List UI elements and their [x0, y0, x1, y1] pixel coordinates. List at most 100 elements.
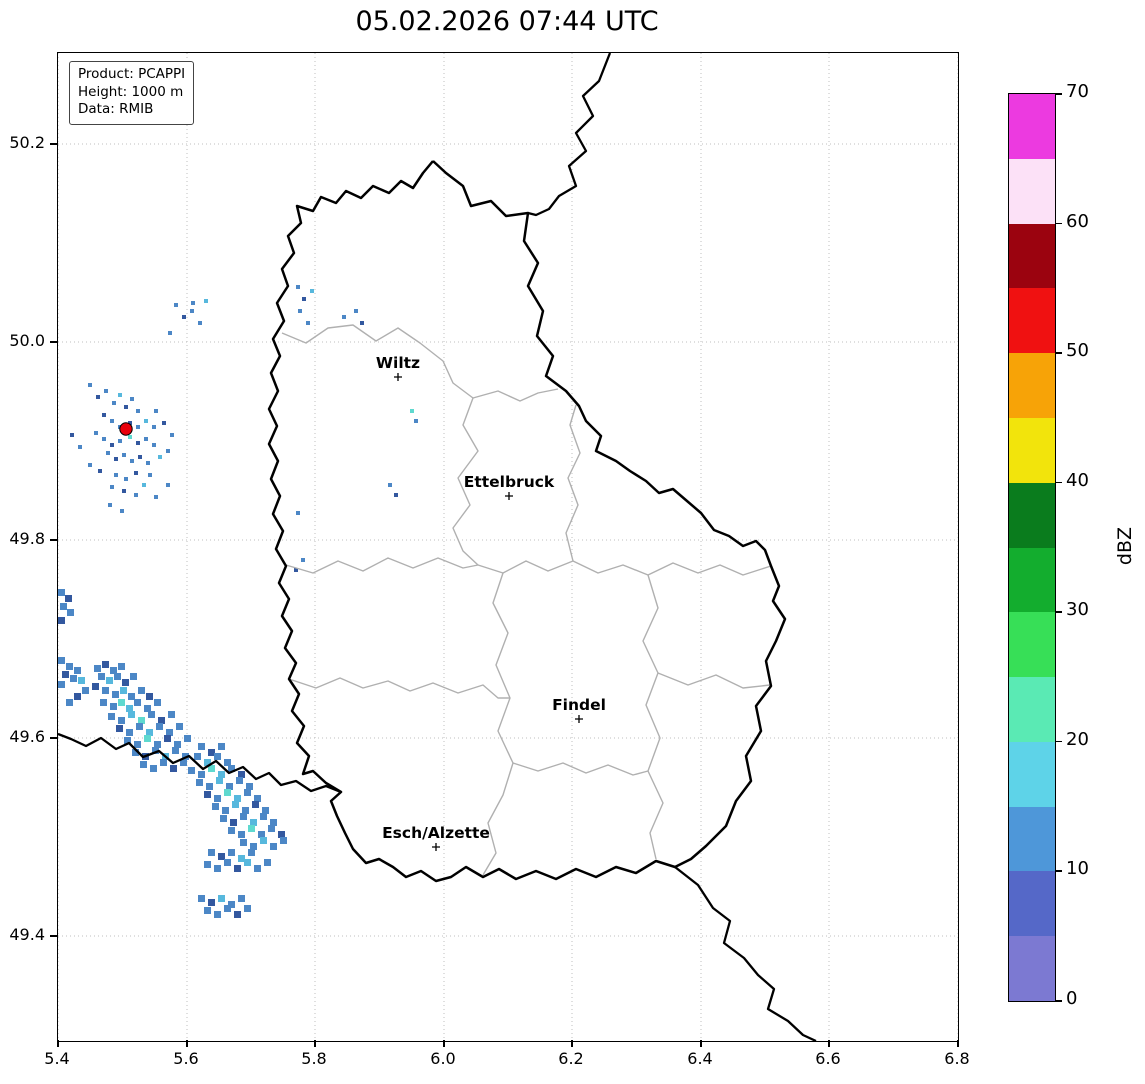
echo-cell: [124, 405, 128, 409]
echo-cell: [360, 321, 364, 325]
echo-cell: [106, 677, 113, 684]
echo-cell: [220, 815, 227, 822]
echo-cell: [222, 807, 229, 814]
echo-cell: [128, 435, 132, 439]
echo-cell: [120, 687, 127, 694]
neighbor-border-path: [58, 732, 342, 794]
colorbar-segment: [1009, 612, 1055, 678]
echo-cell: [244, 789, 251, 796]
echo-cell: [240, 813, 247, 820]
echo-cell: [88, 463, 92, 467]
echo-cell: [170, 433, 174, 437]
map-plot: Wiltz Ettelbruck Findel Esch/Alzette Produc…: [57, 52, 959, 1042]
echo-cell: [228, 901, 235, 908]
echo-cell: [262, 807, 269, 814]
echo-cell: [250, 819, 257, 826]
echo-cell: [98, 673, 105, 680]
echo-cell: [254, 865, 261, 872]
echo-cell: [226, 783, 233, 790]
echo-cell: [234, 911, 241, 918]
echo-cell: [238, 831, 245, 838]
echo-cell: [212, 803, 219, 810]
x-tick-label: 5.6: [173, 1049, 199, 1068]
echo-cell: [146, 693, 153, 700]
echo-cell: [236, 777, 243, 784]
echo-cell: [114, 457, 118, 461]
echo-cell: [204, 759, 211, 766]
y-tick-mark: [50, 539, 57, 541]
echo-cell: [130, 673, 137, 680]
echo-cell: [238, 771, 245, 778]
echo-cell: [168, 331, 172, 335]
info-line-data: Data: RMIB: [78, 101, 154, 118]
echo-cell: [174, 741, 181, 748]
x-tick-label: 5.4: [44, 1049, 70, 1068]
neighbor-border-path: [527, 53, 612, 217]
district-border-path: [288, 677, 510, 699]
echo-cell: [238, 855, 245, 862]
colorbar-tick-mark: [1055, 93, 1062, 95]
colorbar-segment: [1009, 94, 1055, 159]
city-marker: [575, 715, 583, 723]
echo-cell: [128, 421, 132, 425]
colorbar-segment: [1009, 353, 1055, 418]
echo-cell: [252, 801, 259, 808]
echo-cell: [110, 703, 117, 710]
echo-cell: [166, 449, 170, 453]
echo-cell: [191, 301, 195, 305]
x-tick-label: 6.4: [687, 1049, 713, 1068]
x-tick-mark: [571, 1040, 573, 1047]
echo-cell: [224, 859, 231, 866]
x-tick-mark: [700, 1040, 702, 1047]
echo-cell: [134, 741, 141, 748]
city-label: Wiltz: [376, 354, 420, 372]
echo-cell: [154, 741, 161, 748]
echo-cell: [67, 609, 74, 616]
x-tick-label: 6.8: [944, 1049, 970, 1068]
echo-cell: [148, 711, 155, 718]
echo-cell: [240, 839, 247, 846]
echo-cell: [218, 895, 225, 902]
echo-cell: [206, 783, 213, 790]
echo-cell: [270, 819, 277, 826]
colorbar-segment: [1009, 871, 1055, 937]
echo-cell: [92, 683, 99, 690]
echo-cell: [198, 895, 205, 902]
echo-cell: [122, 679, 129, 686]
echo-cell: [208, 849, 215, 856]
echo-cell: [166, 729, 173, 736]
echo-cell: [184, 735, 191, 742]
echo-cell: [244, 859, 251, 866]
colorbar-segment: [1009, 936, 1055, 1001]
y-tick-label: 49.8: [9, 529, 45, 548]
x-tick-mark: [828, 1040, 830, 1047]
echo-cell: [98, 469, 102, 473]
echo-cell: [122, 489, 126, 493]
colorbar-tick-mark: [1055, 222, 1062, 225]
echo-cell: [354, 309, 358, 313]
echo-cell: [102, 687, 109, 694]
echo-cell: [188, 767, 195, 774]
colorbar-tick-mark: [1055, 352, 1062, 354]
echo-cell: [296, 511, 300, 515]
echo-cell: [234, 865, 241, 872]
echo-cell: [58, 657, 65, 664]
district-border-path: [285, 557, 772, 576]
echo-cell: [260, 813, 267, 820]
echo-cell: [214, 795, 221, 802]
echo-cell: [296, 285, 300, 289]
echo-cell: [164, 735, 171, 742]
echo-cell: [118, 663, 125, 670]
echo-cell: [232, 801, 239, 808]
echo-cell: [198, 771, 205, 778]
echo-cell: [82, 687, 89, 694]
echo-cell: [112, 401, 116, 405]
echo-cell: [228, 827, 235, 834]
district-border-path: [452, 397, 479, 566]
echo-cell: [58, 681, 65, 688]
echo-cell: [74, 667, 81, 674]
colorbar-segment: [1009, 677, 1055, 742]
echo-cell: [126, 705, 133, 712]
echo-cell: [214, 753, 221, 760]
echo-cell: [128, 711, 135, 718]
